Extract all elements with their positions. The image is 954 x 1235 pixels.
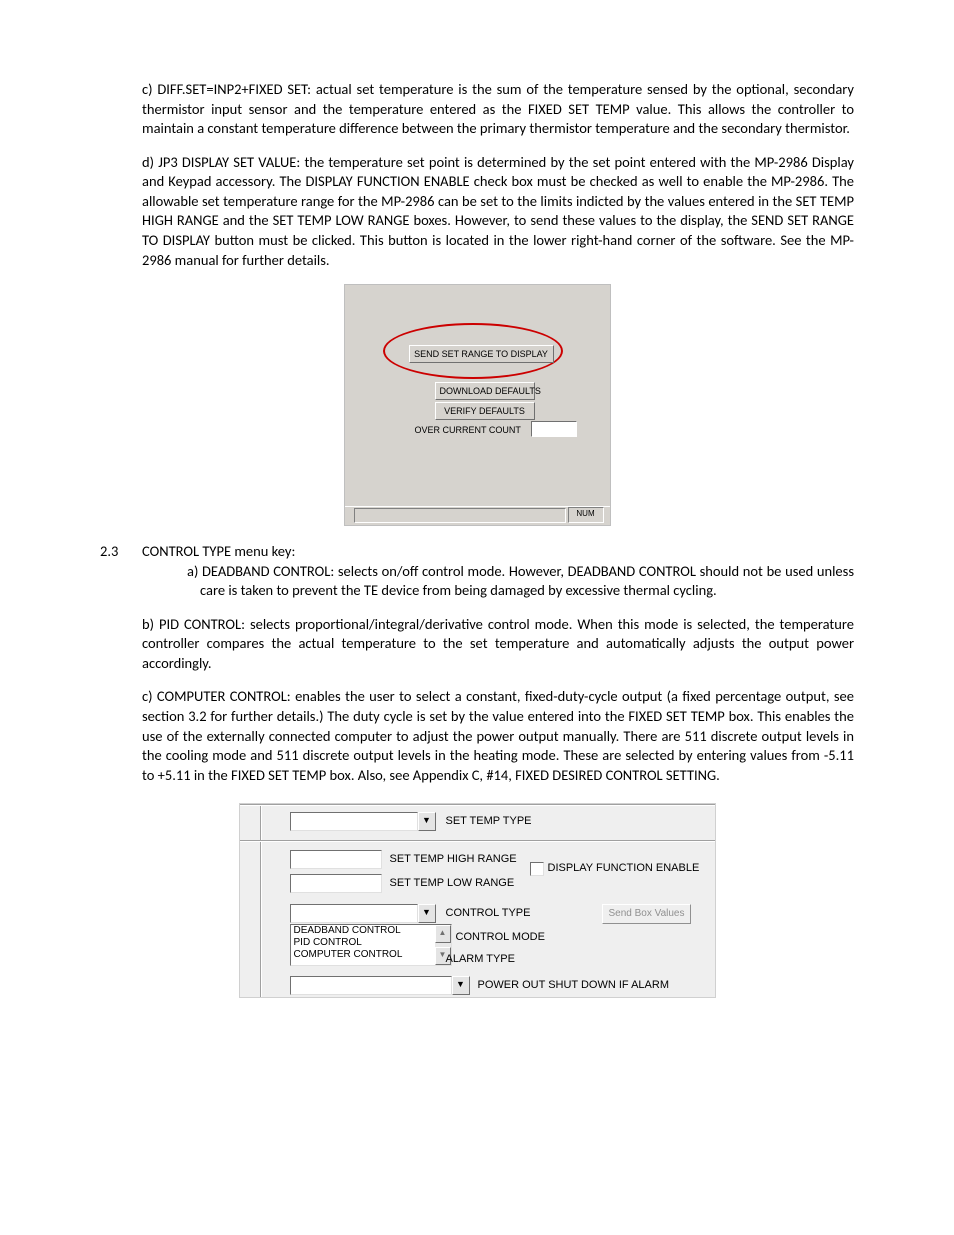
control-type-label: CONTROL TYPE — [446, 906, 531, 921]
screenshot-control-type: ▼ SET TEMP TYPE SET TEMP HIGH RANGE SET … — [239, 803, 716, 998]
vertical-separator — [260, 804, 262, 997]
display-enable-checkbox[interactable] — [530, 862, 544, 876]
dropdown-icon[interactable]: ▼ — [418, 904, 436, 923]
set-temp-low-field[interactable] — [290, 874, 382, 893]
alarm-type-label: ALARM TYPE — [446, 952, 516, 967]
over-current-count-field[interactable] — [531, 421, 577, 437]
power-out-label: POWER OUT SHUT DOWN IF ALARM — [478, 978, 670, 993]
download-defaults-button[interactable]: DOWNLOAD DEFAULTS — [435, 382, 535, 400]
paragraph-c: c) DIFF.SET=INP2+FIXED SET: actual set t… — [100, 80, 854, 139]
screenshot-send-range: SEND SET RANGE TO DISPLAY DOWNLOAD DEFAU… — [344, 284, 611, 526]
list-item[interactable]: DEADBAND CONTROL — [291, 925, 451, 937]
status-cell-num: NUM — [568, 507, 604, 523]
h-sep — [240, 840, 715, 842]
paragraph-2-3-b: b) PID CONTROL: selects proportional/int… — [142, 615, 854, 674]
control-type-field[interactable] — [290, 904, 418, 923]
dropdown-icon[interactable]: ▼ — [452, 976, 470, 995]
set-temp-high-field[interactable] — [290, 850, 382, 869]
list-item[interactable]: COMPUTER CONTROL — [291, 949, 451, 961]
paragraph-d: d) JP3 DISPLAY SET VALUE: the temperatur… — [100, 153, 854, 270]
set-temp-high-label: SET TEMP HIGH RANGE — [390, 852, 517, 867]
control-mode-label: CONTROL MODE — [456, 930, 545, 945]
set-temp-type-field[interactable] — [290, 812, 418, 831]
section-number: 2.3 — [100, 542, 142, 562]
list-item[interactable]: PID CONTROL — [291, 937, 451, 949]
dropdown-icon[interactable]: ▼ — [418, 812, 436, 831]
set-temp-type-label: SET TEMP TYPE — [446, 814, 532, 829]
over-current-count-label: OVER CURRENT COUNT — [415, 424, 521, 436]
scroll-up-icon[interactable]: ▲ — [435, 925, 451, 943]
set-temp-low-label: SET TEMP LOW RANGE — [390, 876, 515, 891]
verify-defaults-button[interactable]: VERIFY DEFAULTS — [435, 402, 535, 420]
h-sep — [240, 804, 715, 806]
section-title: CONTROL TYPE menu key: — [142, 542, 854, 562]
send-set-range-button[interactable]: SEND SET RANGE TO DISPLAY — [409, 345, 554, 363]
control-mode-listbox[interactable]: DEADBAND CONTROL PID CONTROL COMPUTER CO… — [290, 924, 452, 966]
paragraph-2-3-a: a) DEADBAND CONTROL: selects on/off cont… — [142, 562, 854, 601]
power-out-field[interactable] — [290, 976, 452, 995]
send-box-values-button[interactable]: Send Box Values — [602, 904, 692, 924]
display-enable-label: DISPLAY FUNCTION ENABLE — [548, 861, 700, 876]
paragraph-2-3-c: c) COMPUTER CONTROL: enables the user to… — [142, 687, 854, 785]
status-bar: NUM — [345, 506, 610, 525]
status-cell-empty — [354, 508, 566, 523]
